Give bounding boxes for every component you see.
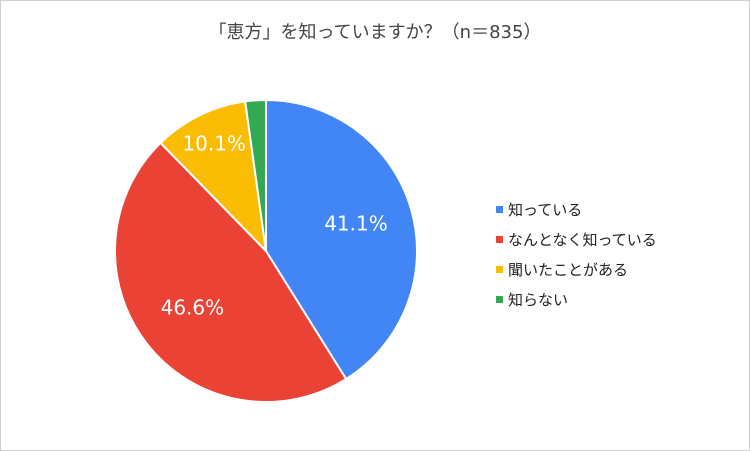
pie-slices — [114, 98, 418, 403]
legend-swatch-3 — [496, 265, 503, 273]
legend-item-2: なんとなく知っている — [496, 224, 657, 254]
legend-swatch-1 — [496, 205, 503, 213]
pie-slice-3 — [159, 100, 268, 254]
legend-label-3: 聞いたことがある — [508, 260, 629, 279]
pie-slice-1 — [265, 98, 418, 381]
legend-item-1: 知っている — [496, 194, 657, 224]
legend-item-3: 聞いたことがある — [496, 254, 657, 284]
pie-data-label-3: 10.1% — [182, 132, 246, 156]
legend-swatch-4 — [496, 295, 503, 303]
pie-slice-4 — [244, 98, 267, 252]
legend-label-4: 知らない — [508, 290, 569, 309]
legend-label-2: なんとなく知っている — [508, 230, 657, 249]
legend-label-1: 知っている — [508, 200, 583, 219]
pie-data-labels: 41.1% 46.6% 10.1% — [161, 132, 388, 320]
chart-legend: 知っているなんとなく知っている 聞いたことがある 知らない — [496, 194, 657, 314]
pie-data-label-2: 46.6% — [161, 295, 225, 319]
legend-item-4: 知らない — [496, 284, 657, 314]
pie-slice-2 — [114, 141, 348, 403]
pie-data-label-1: 41.1% — [324, 212, 388, 236]
legend-swatch-2 — [496, 235, 503, 243]
chart-title: 「恵方」を知っていますか？（n＝835） — [208, 22, 542, 43]
